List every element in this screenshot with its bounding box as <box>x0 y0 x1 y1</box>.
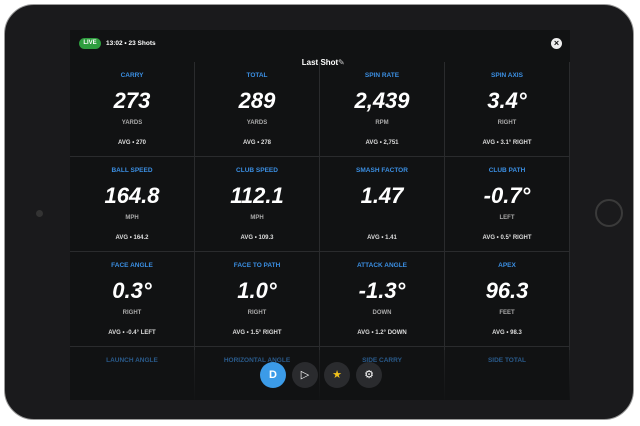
metric-value: -1.3° <box>358 278 406 303</box>
metric-value: 96.3 <box>485 278 529 303</box>
home-button[interactable] <box>595 199 623 227</box>
metric-average: AVG • 270 <box>117 140 146 146</box>
metric-unit: RPM <box>375 120 389 126</box>
metric-label: SMASH FACTOR <box>356 167 408 174</box>
club-button[interactable]: D <box>260 362 286 388</box>
favorite-button[interactable]: ★ <box>324 362 350 388</box>
metric-value: 1.47 <box>360 183 404 208</box>
metric-value: 112.1 <box>230 183 284 208</box>
metric-label: CARRY <box>120 72 144 79</box>
metric-label: TOTAL <box>246 72 268 79</box>
metric-cell: FACE TO PATH 1.0° RIGHT AVG • 1.5° RIGHT <box>195 252 320 347</box>
metric-value: 164.8 <box>104 183 160 208</box>
metric-unit: MPH <box>250 215 264 221</box>
metric-value: 1.0° <box>237 278 277 303</box>
metric-label: FACE ANGLE <box>111 262 153 269</box>
metric-average: AVG • 1.2° DOWN <box>357 330 407 336</box>
metric-label: SPIN AXIS <box>491 72 523 79</box>
metric-unit: MPH <box>125 215 139 221</box>
metric-cell: CARRY 273 YARDS AVG • 270 <box>70 62 195 157</box>
metric-cell: SPIN RATE 2,439 RPM AVG • 2,751 <box>320 62 445 157</box>
metric-value: 2,439 <box>354 88 410 113</box>
metric-average: AVG • 164.2 <box>115 235 149 241</box>
metric-average: AVG • 109.3 <box>240 235 274 241</box>
metric-unit: YARDS <box>246 120 268 126</box>
metric-average: AVG • 1.41 <box>367 235 397 241</box>
metric-average: AVG • 98.3 <box>492 330 522 336</box>
metric-label: FACE TO PATH <box>233 262 281 269</box>
camera <box>36 210 43 217</box>
metric-label: CLUB SPEED <box>236 167 278 174</box>
metric-average: AVG • 2,751 <box>365 140 399 146</box>
metric-average: AVG • 278 <box>242 140 271 146</box>
metric-cell: TOTAL 289 YARDS AVG • 278 <box>195 62 320 157</box>
metric-unit: FEET <box>499 310 515 316</box>
metric-unit: DOWN <box>372 310 392 316</box>
metric-value: 289 <box>238 88 276 113</box>
metric-cell: FACE ANGLE 0.3° RIGHT AVG • -0.4° LEFT <box>70 252 195 347</box>
metric-unit: YARDS <box>121 120 143 126</box>
close-button[interactable]: × <box>551 38 562 49</box>
metric-label: CLUB PATH <box>488 167 526 174</box>
metric-value: 273 <box>113 88 151 113</box>
metric-cell: BALL SPEED 164.8 MPH AVG • 164.2 <box>70 157 195 252</box>
metric-average: AVG • 1.5° RIGHT <box>232 330 282 336</box>
metric-cell: APEX 96.3 FEET AVG • 98.3 <box>445 252 570 347</box>
screen: LIVE 13:02 • 23 Shots × Last Shot ✎ CARR… <box>70 30 570 400</box>
metric-unit: RIGHT <box>122 310 142 316</box>
pin-icon[interactable]: ✎ <box>338 58 345 67</box>
metric-cell: SPIN AXIS 3.4° RIGHT AVG • 3.1° RIGHT <box>445 62 570 157</box>
metric-label: BALL SPEED <box>111 167 153 174</box>
metric-cell: CLUB PATH -0.7° LEFT AVG • 0.5° RIGHT <box>445 157 570 252</box>
metric-unit: LEFT <box>499 215 515 221</box>
metric-label: ATTACK ANGLE <box>356 262 408 269</box>
metric-value: 3.4° <box>487 88 527 113</box>
metric-value: 0.3° <box>112 278 152 303</box>
metric-average: AVG • 3.1° RIGHT <box>482 140 532 146</box>
session-info: 13:02 • 23 Shots <box>106 40 156 47</box>
play-button[interactable]: ▷ <box>292 362 318 388</box>
metric-cell: ATTACK ANGLE -1.3° DOWN AVG • 1.2° DOWN <box>320 252 445 347</box>
metric-cell: SMASH FACTOR 1.47 AVG • 1.41 <box>320 157 445 252</box>
metric-cell: CLUB SPEED 112.1 MPH AVG • 109.3 <box>195 157 320 252</box>
metric-average: AVG • -0.4° LEFT <box>108 330 156 336</box>
metric-average: AVG • 0.5° RIGHT <box>482 235 532 241</box>
metric-unit: RIGHT <box>247 310 267 316</box>
settings-button[interactable]: ⚙ <box>356 362 382 388</box>
metric-value: -0.7° <box>483 183 531 208</box>
metric-label: SPIN RATE <box>364 72 400 79</box>
metric-unit: RIGHT <box>497 120 517 126</box>
fade-overlay <box>70 350 570 400</box>
metric-label: APEX <box>498 262 516 269</box>
live-badge: LIVE <box>79 38 101 49</box>
